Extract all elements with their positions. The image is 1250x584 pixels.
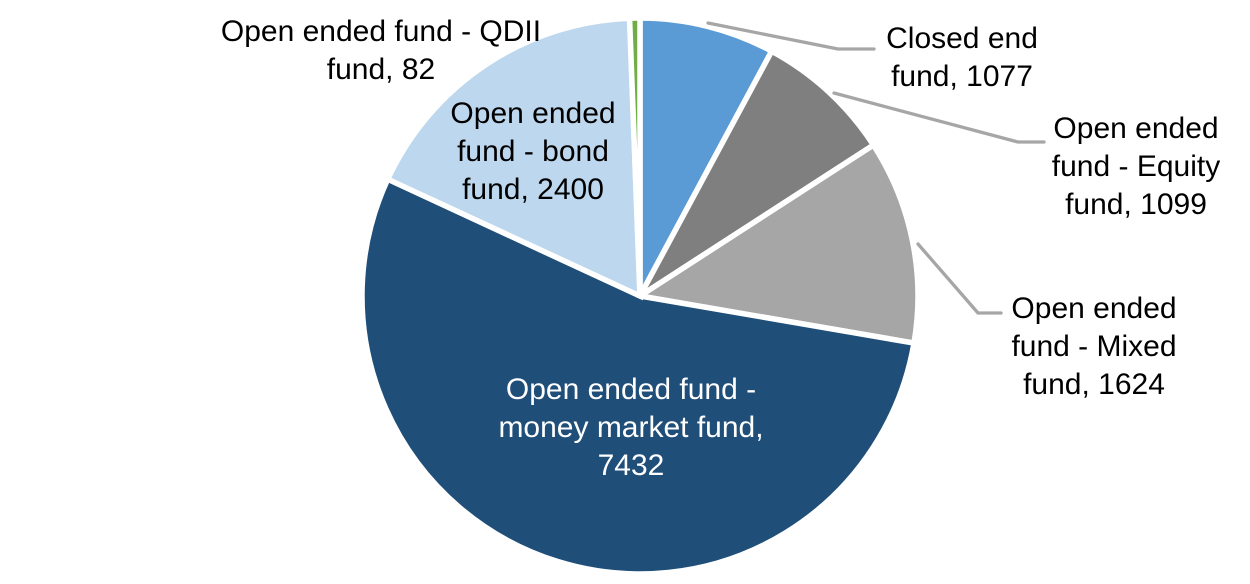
- data-label-line: money market fund,: [498, 411, 764, 444]
- pie-slice-bond-fund: [384, 15, 643, 301]
- leader-line-equity-fund: [832, 91, 1046, 144]
- data-label-closed-end-fund: Closed end fund, 1077: [886, 20, 1038, 96]
- data-label-line: fund, 1077: [891, 60, 1033, 93]
- data-label-line: fund - Mixed: [1011, 330, 1177, 363]
- data-label-qdii-fund: Open ended fund - QDII fund, 82: [221, 13, 541, 89]
- leader-line-mixed-fund: [916, 242, 1003, 315]
- pie-slice-money-market-fund: [359, 175, 918, 577]
- data-label-line: fund, 82: [326, 53, 436, 86]
- pie-slice-qdii-fund: [626, 15, 643, 297]
- data-label-line: Open ended: [1011, 292, 1177, 325]
- data-label-bond-fund: Open ended fund - bond fund, 2400: [450, 95, 615, 209]
- data-label-line: fund, 1099: [1065, 188, 1207, 221]
- data-label-mixed-fund: Open ended fund - Mixed fund, 1624: [1011, 290, 1176, 404]
- data-label-line: Open ended: [1053, 112, 1219, 145]
- pie-slice-mixed-fund: [632, 141, 921, 347]
- leader-line-closed-end-fund: [706, 21, 876, 51]
- data-label-line: fund - Equity: [1051, 150, 1221, 183]
- pie-slice-equity-fund: [637, 47, 878, 299]
- data-label-line: Open ended fund - QDII: [220, 15, 542, 48]
- data-label-equity-fund: Open ended fund - Equity fund, 1099: [1052, 110, 1220, 224]
- data-label-line: fund - bond: [457, 135, 609, 168]
- data-label-line: Closed end: [886, 22, 1038, 55]
- data-label-line: fund, 2400: [462, 173, 604, 206]
- data-label-line: Open ended fund -: [505, 373, 757, 406]
- data-label-line: Open ended: [450, 97, 616, 130]
- pie-slice-closed-end-fund: [637, 15, 776, 298]
- data-label-line: fund, 1624: [1023, 368, 1165, 401]
- data-label-line: 7432: [597, 449, 665, 482]
- data-label-money-market-fund: Open ended fund - money market fund, 7432: [498, 371, 763, 485]
